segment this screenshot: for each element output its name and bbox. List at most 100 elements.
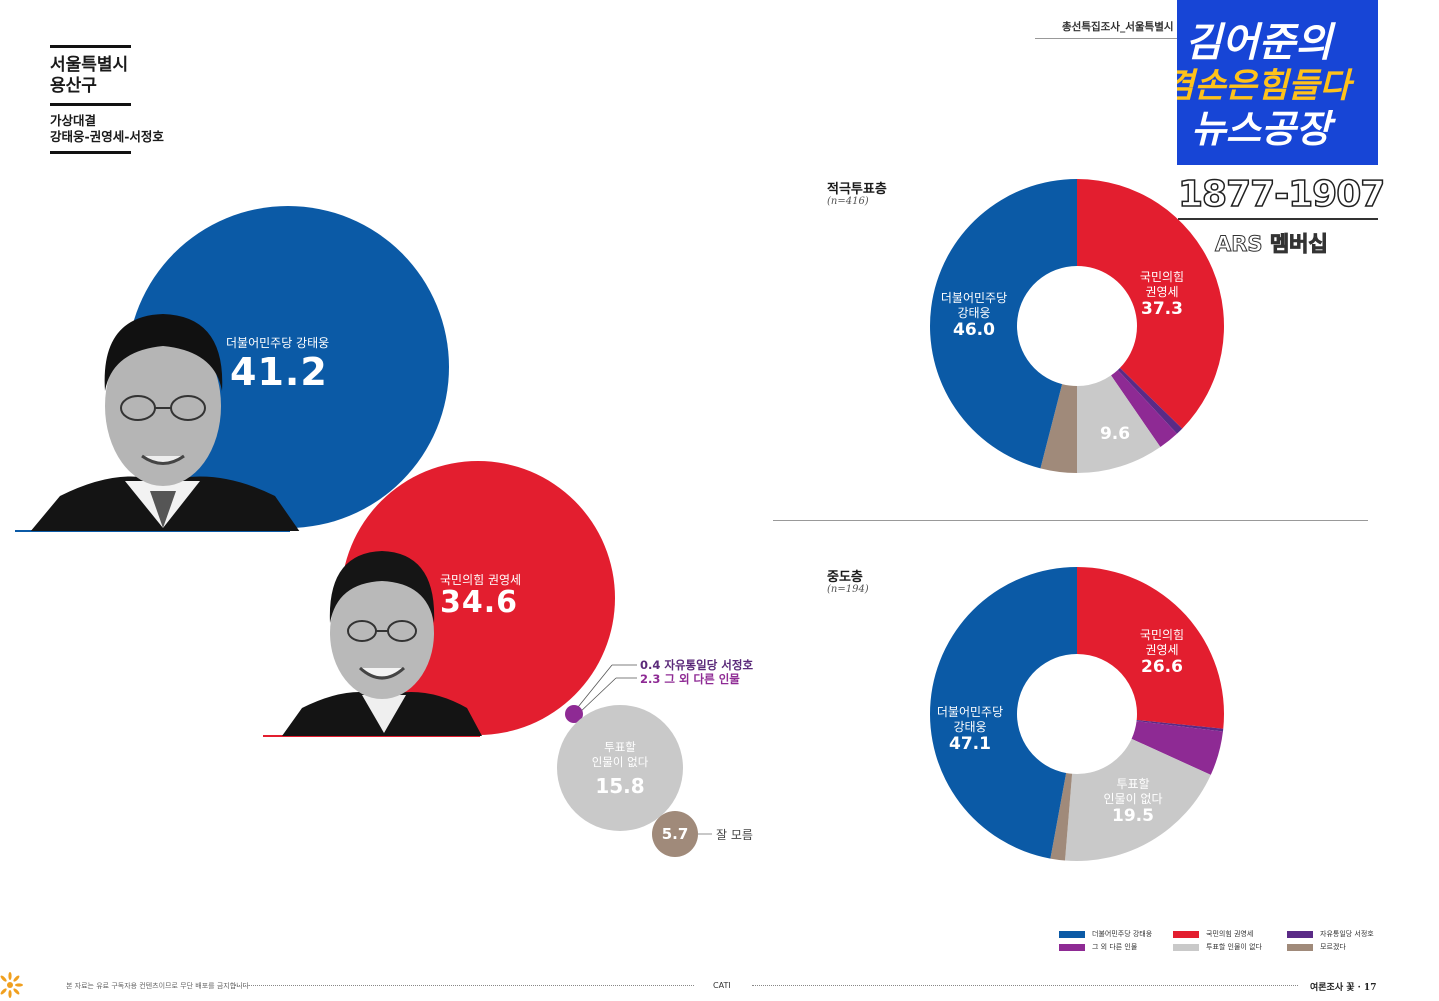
donut1-dem-line2: 강태웅: [957, 306, 991, 320]
donut2-dem-line1: 더불어민주당: [936, 705, 1004, 719]
footer-page: 여론조사 꽃 · 17: [1310, 983, 1377, 993]
badge-line2: 겸손은힘들다: [1177, 66, 1351, 106]
donut2-segment-none: [1065, 738, 1211, 861]
ppp-party-label: 국민의힘 권영세: [440, 573, 522, 587]
footer-center: CATI: [713, 981, 731, 990]
bubble-none: [557, 705, 683, 831]
donut2-none-label: 투표할 인물이 없다 19.5: [1098, 777, 1168, 826]
legend-label-other: 그 외 다른 인물: [1092, 943, 1138, 951]
donut1-ppp-line1: 국민의힘: [1139, 270, 1185, 284]
footer-notice: 본 자료는 유료 구독자용 컨텐츠이므로 무단 배포를 금지합니다: [66, 982, 250, 990]
legend-label-democratic: 더불어민주당 강태웅: [1092, 930, 1153, 938]
legend-label-liberty: 자유통일당 서정호: [1320, 930, 1374, 938]
footer-rule-right: [752, 985, 1298, 986]
dontknow-label: 잘 모름: [716, 828, 753, 842]
legend-swatch-liberty: [1287, 930, 1313, 938]
donut1-n: (n=416): [827, 196, 869, 207]
donut2-ppp-line2: 권영세: [1145, 643, 1179, 657]
legend-dontknow: 모르겠다: [1287, 942, 1346, 952]
donut1-segment-democratic: [930, 179, 1077, 469]
badge-line1: 김어준의: [1185, 20, 1333, 66]
donut2-none-line2: 인물이 없다: [1103, 792, 1163, 806]
dontknow-value: 5.7: [661, 825, 689, 843]
news-factory-badge: 김어준의 겸손은힘들다 뉴스공장: [1177, 0, 1378, 165]
donut1-none-label: 9.6: [1090, 424, 1140, 444]
donut2-segment-ppp: [1077, 567, 1224, 729]
candidate-photo-kwon: [282, 551, 482, 736]
section-divider: [773, 520, 1368, 521]
donut2-segment-dontknow: [1050, 773, 1073, 861]
donut1-ppp-line2: 권영세: [1145, 285, 1179, 299]
donut2-dem-line2: 강태웅: [953, 720, 987, 734]
liberty-label: 0.4 자유통일당 서정호: [640, 658, 754, 672]
legend-swatch-other: [1059, 943, 1085, 951]
region-title: 서울특별시 용산구: [50, 55, 128, 97]
legend-democratic: 더불어민주당 강태웅: [1059, 929, 1152, 939]
badge-year-rule: [1178, 218, 1378, 220]
democratic-party-label: 더불어민주당 강태웅: [226, 336, 330, 350]
legend-swatch-none: [1173, 943, 1199, 951]
badge-line3: 뉴스공장: [1191, 107, 1331, 151]
legend-swatch-democratic: [1059, 930, 1085, 938]
other-label: 2.3 그 외 다른 인물: [640, 672, 740, 686]
donut2-dem-label: 더불어민주당 강태웅 47.1: [930, 705, 1010, 754]
header-rule-bottom: [50, 151, 131, 154]
badge-sub: ARS 멤버십: [1215, 232, 1329, 257]
legend-none: 투표할 인물이 없다: [1173, 942, 1262, 952]
donut1-ppp-label: 국민의힘 권영세 37.3: [1130, 270, 1194, 319]
page-header-text: 총선특집조사_서울특별시: [1062, 21, 1174, 33]
region-title-line2: 용산구: [50, 76, 97, 96]
bubble-dontknow: [652, 811, 698, 857]
legend-label-ppp: 국민의힘 권영세: [1206, 930, 1254, 938]
donut1-none-value: 9.6: [1099, 424, 1131, 444]
donut2-segment-other: [1131, 721, 1223, 775]
matchup-subtitle-line2: 강태웅-권영세-서정호: [50, 129, 164, 144]
legend-other: 그 외 다른 인물: [1059, 942, 1137, 952]
donut1-ppp-value: 37.3: [1141, 299, 1183, 319]
connector-other: [577, 677, 617, 715]
none-bubble-text: 투표할 인물이 없다 15.8: [570, 740, 670, 798]
donut1-segment-ppp: [1077, 179, 1224, 429]
legend-swatch-ppp: [1173, 930, 1199, 938]
none-value: 15.8: [595, 774, 645, 798]
donut2-dem-value: 47.1: [949, 734, 991, 754]
legend-swatch-dontknow: [1287, 943, 1313, 951]
donut1-dem-label: 더불어민주당 강태웅 46.0: [934, 291, 1014, 340]
donut1-dem-value: 46.0: [953, 320, 995, 340]
donut-moderates: [930, 567, 1224, 861]
matchup-subtitle: 가상대결 강태웅-권영세-서정호: [50, 113, 164, 145]
donut1-segment-other: [1111, 369, 1177, 448]
donut2-segment-democratic: [930, 567, 1077, 859]
donut1-title: 적극투표층: [827, 182, 887, 197]
donut2-ppp-line1: 국민의힘: [1139, 628, 1185, 642]
none-line2: 인물이 없다: [591, 755, 649, 769]
legend-liberty: 자유통일당 서정호: [1287, 929, 1374, 939]
donut2-n: (n=194): [827, 584, 869, 595]
badge-year: 1877-1907: [1177, 173, 1386, 216]
democratic-value: 41.2: [230, 350, 328, 394]
flower-logo-icon: [0, 972, 23, 998]
bubble-other: [565, 705, 583, 723]
legend-label-none: 투표할 인물이 없다: [1206, 943, 1262, 951]
ppp-value: 34.6: [440, 585, 519, 620]
page-header-rule: [1035, 38, 1178, 39]
donut1-segment-liberty: [1117, 367, 1183, 434]
connector-liberty: [573, 664, 613, 713]
donut1-segment-none: [1077, 375, 1161, 473]
matchup-subtitle-line1: 가상대결: [50, 113, 97, 128]
donut2-none-line1: 투표할: [1116, 777, 1150, 791]
donut1-segment-dontknow: [1040, 384, 1077, 473]
candidate-photo-kang: [30, 314, 300, 531]
donut2-none-value: 19.5: [1112, 806, 1154, 826]
donut-active-voters: [930, 179, 1224, 473]
donut2-ppp-label: 국민의힘 권영세 26.6: [1128, 628, 1196, 676]
footer-rule-left: [234, 985, 694, 986]
header-rule-mid: [50, 103, 131, 106]
donut1-dem-line1: 더불어민주당: [940, 291, 1008, 305]
legend-label-dontknow: 모르겠다: [1320, 943, 1346, 951]
legend-ppp: 국민의힘 권영세: [1173, 929, 1253, 939]
donut2-segment-liberty: [1136, 720, 1224, 732]
none-line1: 투표할: [604, 740, 636, 754]
region-title-line1: 서울특별시: [50, 55, 129, 75]
header-rule-top: [50, 45, 131, 48]
